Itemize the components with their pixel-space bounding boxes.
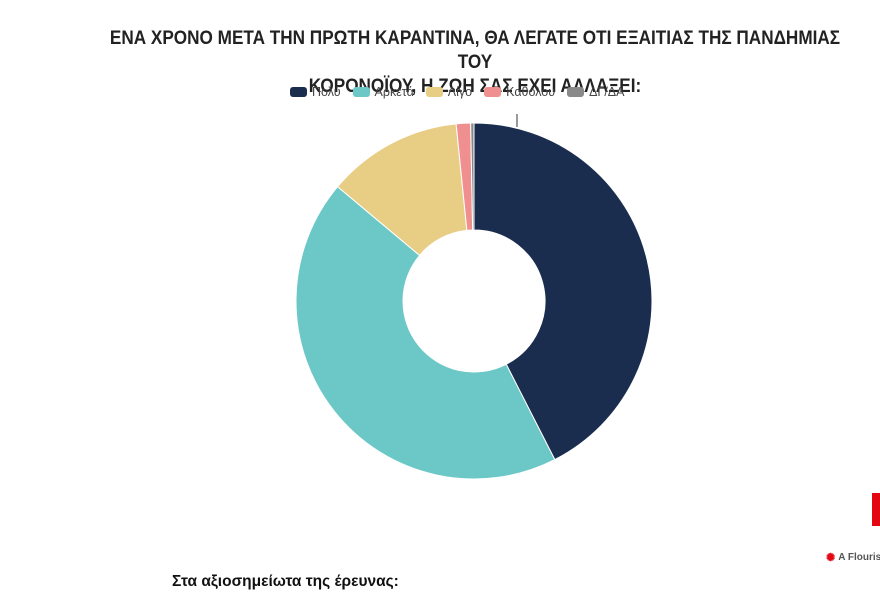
legend-item[interactable]: Λίγο — [425, 85, 473, 99]
chart-title-line-2: ΚΟΡΟΝΟΪΟΥ, Η ΖΩΗ ΣΑΣ ΕΧΕΙ ΑΛΛΑΞΕΙ: — [308, 75, 642, 97]
donut-slice-1[interactable] — [295, 185, 556, 480]
chart-title-line-1: ΕΝΑ ΧΡΟΝΟ ΜΕΤΑ ΤΗΝ ΠΡΩΤΗ ΚΑΡΑΝΤΙΝΑ, ΘΑ Λ… — [109, 27, 841, 73]
donut-slice-4[interactable] — [470, 122, 475, 231]
legend-item[interactable]: Αρκετά — [352, 85, 414, 99]
chart-legend: Πολύ Αρκετά Λίγο Καθόλου ΔΓ/ΔΑ — [290, 85, 636, 99]
donut-slice-2[interactable] — [336, 123, 468, 257]
legend-label: Πολύ — [312, 85, 341, 99]
legend-swatch — [352, 87, 370, 97]
legend-label: ΔΓ/ΔΑ — [589, 85, 625, 99]
flourish-credit[interactable]: ✺ A Flouris — [826, 551, 880, 564]
footer-heading: Στα αξιοσημείωτα της έρευνας: — [172, 573, 399, 590]
legend-label: Λίγο — [447, 85, 473, 99]
legend-swatch — [425, 87, 443, 97]
legend-item[interactable]: Καθόλου — [484, 85, 555, 99]
legend-swatch — [484, 87, 502, 97]
legend-label: Αρκετά — [374, 85, 414, 99]
legend-item[interactable]: ΔΓ/ΔΑ — [567, 85, 624, 99]
flourish-credit-label: A Flouris — [838, 552, 880, 563]
legend-swatch — [290, 87, 307, 97]
flourish-logo-icon: ✺ — [826, 552, 836, 564]
accent-bar — [872, 493, 880, 526]
legend-item[interactable]: Πολύ — [290, 85, 341, 99]
donut-slice-0[interactable] — [473, 122, 653, 461]
legend-label: Καθόλου — [506, 85, 556, 99]
chart-title: ΕΝΑ ΧΡΟΝΟ ΜΕΤΑ ΤΗΝ ΠΡΩΤΗ ΚΑΡΑΝΤΙΝΑ, ΘΑ Λ… — [110, 26, 840, 98]
legend-swatch — [567, 87, 585, 97]
